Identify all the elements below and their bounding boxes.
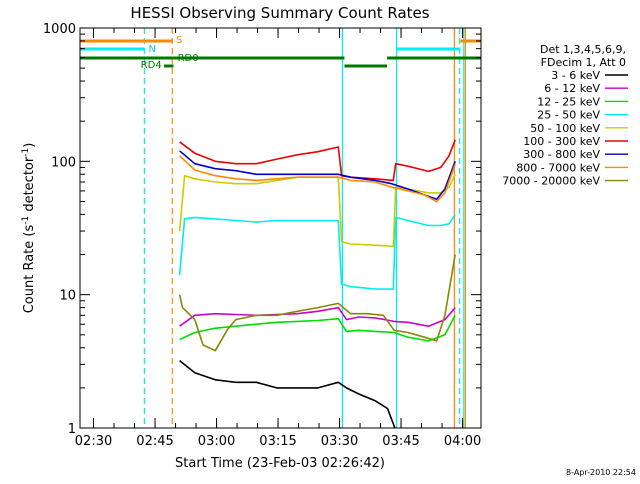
series-line [179, 359, 396, 428]
y-axis-label: Count Rate (s-1 detector-1) [21, 143, 37, 314]
mode-label-rd0: RD0 [178, 53, 199, 64]
y-tick-label: 100 [51, 155, 76, 170]
x-tick-label: 02:45 [136, 434, 173, 449]
y-axis: 1 10 100 1000 [43, 22, 481, 437]
x-tick-label: 03:15 [259, 434, 296, 449]
x-tick-label: 04:00 [444, 434, 481, 449]
legend-entry-label: 100 - 300 keV [523, 135, 600, 148]
x-axis-label: Start Time (23-Feb-03 02:26:42) [175, 456, 385, 471]
chart-title: HESSI Observing Summary Count Rates [130, 4, 429, 22]
y-tick-label: 1000 [43, 22, 76, 37]
y-tick-label: 1 [68, 422, 76, 437]
series-line [179, 306, 456, 327]
legend-entry-label: 25 - 50 keV [537, 109, 600, 122]
legend-entry-label: 3 - 6 keV [551, 69, 600, 82]
plot-area: S N RD4 RD0 [80, 28, 481, 428]
x-tick-label: 03:45 [382, 434, 419, 449]
x-tick-label: 02:30 [75, 434, 112, 449]
series-line [178, 173, 456, 248]
x-tick-label: 03:30 [321, 434, 358, 449]
legend-entry-label: 12 - 25 keV [537, 95, 600, 108]
x-tick-label: 03:00 [198, 434, 235, 449]
footer-timestamp: 8-Apr-2010 22:54 [566, 468, 636, 477]
legend-entry-label: 7000 - 20000 keV [502, 175, 600, 188]
y-axis-label-part: Count Rate (s [22, 225, 37, 314]
x-axis: 02:30 02:45 03:00 03:15 03:30 03:45 04:00 [75, 28, 481, 449]
legend-entry-label: 800 - 7000 keV [516, 161, 600, 174]
attenuator-label-n: N [148, 44, 155, 55]
y-axis-label-sup: -1 [21, 148, 31, 157]
legend-header-line: FDecim 1, Att 0 [541, 56, 626, 69]
series-line [178, 213, 456, 290]
legend-entry-label: 6 - 12 keV [544, 82, 600, 95]
legend: Det 1,3,4,5,6,9, FDecim 1, Att 0 3 - 6 k… [502, 43, 628, 188]
attenuator-label-s: S [176, 35, 182, 46]
series-line [179, 155, 456, 203]
legend-header-line: Det 1,3,4,5,6,9, [540, 43, 626, 56]
y-tick-label: 10 [59, 289, 76, 304]
series-line [178, 254, 456, 352]
legend-entry-label: 50 - 100 keV [530, 122, 600, 135]
plot-frame [79, 27, 482, 429]
y-axis-label-sup: -1 [21, 216, 31, 225]
y-axis-label-part: detector [22, 156, 37, 216]
mode-label-rd4: RD4 [141, 60, 162, 71]
legend-entry-label: 300 - 800 keV [523, 148, 600, 161]
y-axis-label-part: ) [22, 143, 37, 148]
